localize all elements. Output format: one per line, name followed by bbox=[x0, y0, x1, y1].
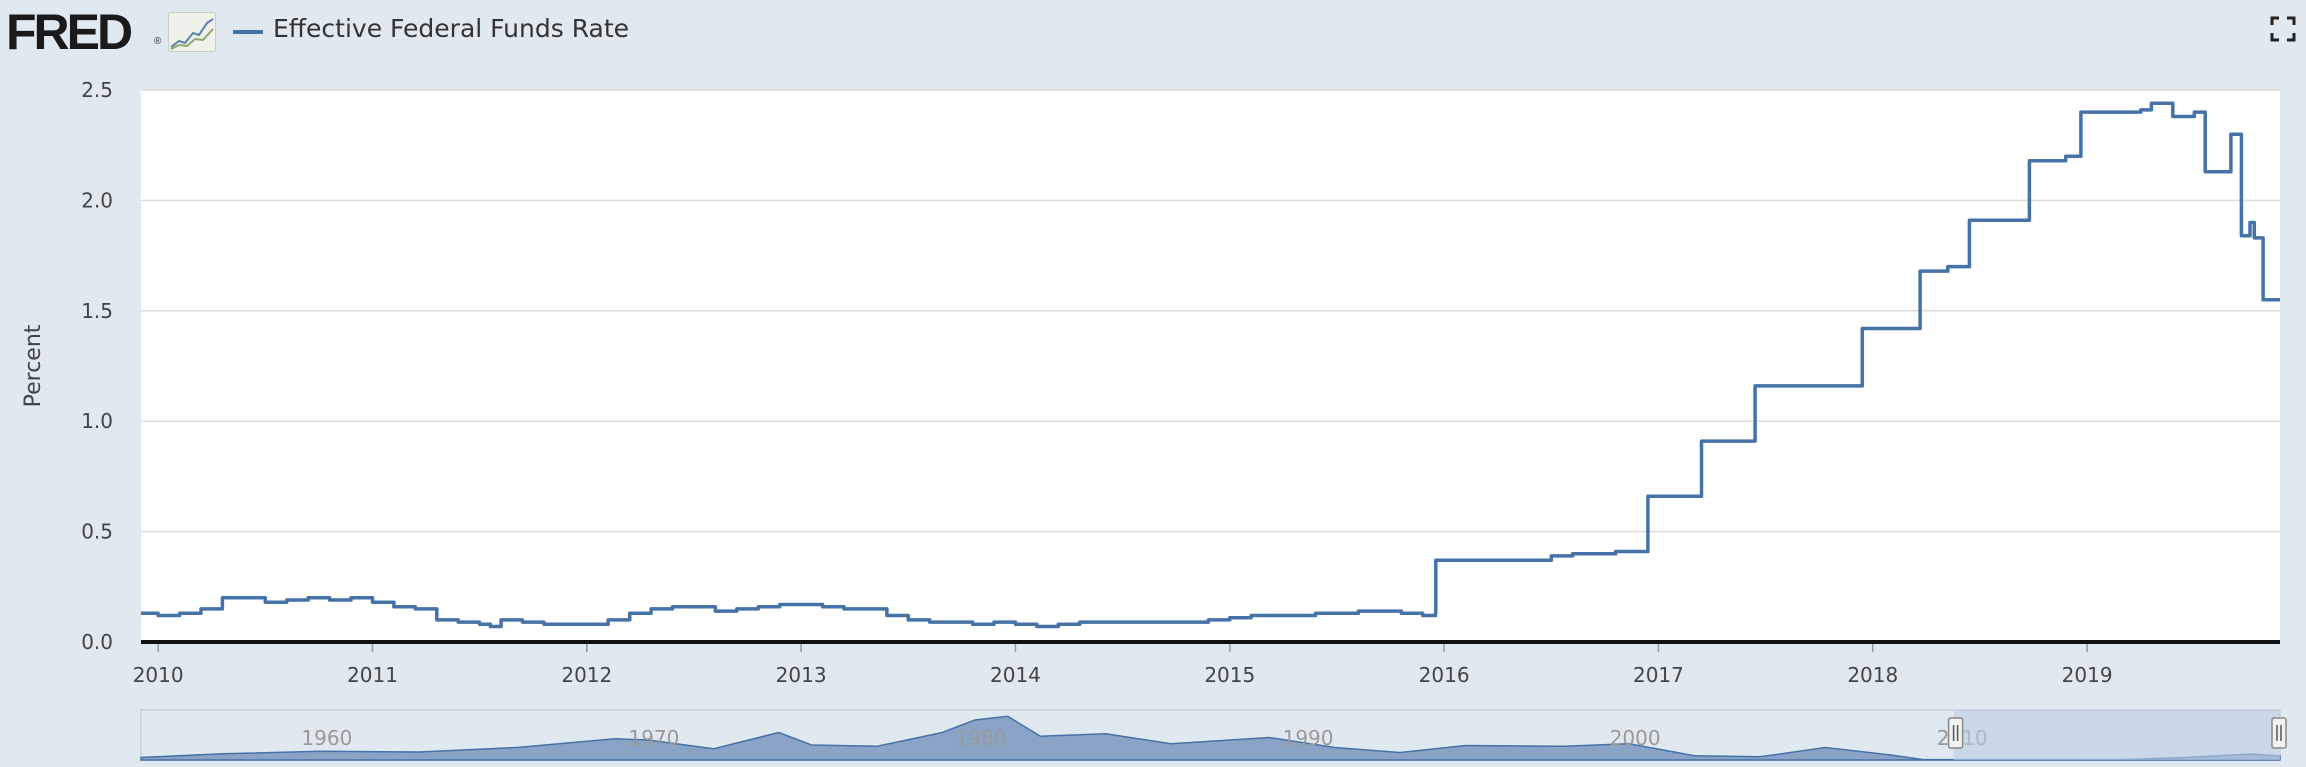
navigator-right-handle[interactable] bbox=[2271, 717, 2287, 749]
legend-item-label[interactable]: Effective Federal Funds Rate bbox=[273, 14, 630, 43]
y-tick-label: 2.5 bbox=[81, 78, 113, 102]
navigator-selected-range[interactable] bbox=[1953, 710, 2280, 760]
y-axis-title: Percent bbox=[21, 324, 46, 407]
x-tick-label: 2010 bbox=[133, 663, 184, 687]
navigator-handle-grip[interactable] bbox=[1947, 717, 1964, 749]
x-tick-label: 2011 bbox=[347, 663, 398, 687]
navigator-decade-label: 1980 bbox=[956, 726, 1007, 750]
navigator-decade-label: 1970 bbox=[628, 726, 679, 750]
y-tick-label: 1.0 bbox=[81, 409, 113, 433]
gridlines bbox=[141, 89, 2280, 533]
logo-graph-icon bbox=[168, 12, 216, 52]
x-tick-label: 2018 bbox=[1847, 663, 1898, 687]
y-tick-label: 0.5 bbox=[81, 520, 113, 544]
x-tick-label: 2013 bbox=[776, 663, 827, 687]
navigator-decade-label: 1960 bbox=[301, 726, 352, 750]
y-tick-label: 0.0 bbox=[81, 630, 113, 654]
y-tick-label: 2.0 bbox=[81, 188, 113, 212]
x-tick-label: 2015 bbox=[1204, 663, 1255, 687]
navigator-decade-label: 1990 bbox=[1283, 726, 1334, 750]
navigator-handle-grip[interactable] bbox=[2271, 717, 2287, 749]
x-tick-label: 2012 bbox=[561, 663, 612, 687]
y-tick-label: 1.5 bbox=[81, 299, 113, 323]
plot-area bbox=[141, 90, 2280, 642]
fullscreen-icon[interactable] bbox=[2270, 16, 2296, 42]
navigator-decade-label: 2000 bbox=[1610, 726, 1661, 750]
chart-header: FRED ® Effective Federal Funds Rate bbox=[0, 0, 2306, 70]
logo-registered-mark: ® bbox=[154, 36, 162, 47]
x-tick-label: 2017 bbox=[1633, 663, 1684, 687]
navigator[interactable]: 196019701980199020002010 bbox=[140, 709, 2287, 761]
y-axis-tick-labels: 0.0 0.5 1.0 1.5 2.0 2.5 bbox=[81, 78, 113, 654]
x-tick-label: 2019 bbox=[2062, 663, 2113, 687]
fred-logo[interactable]: FRED bbox=[6, 4, 133, 60]
navigator-left-handle[interactable] bbox=[1947, 717, 1964, 749]
x-tick-label: 2014 bbox=[990, 663, 1041, 687]
legend-swatch bbox=[233, 30, 263, 34]
x-tick-label: 2016 bbox=[1419, 663, 1470, 687]
series-line-effective-federal-funds-rate[interactable] bbox=[141, 101, 2280, 629]
x-axis-tick-labels: 2010 2011 2012 2013 2014 2015 2016 2017 2018 2019 bbox=[133, 642, 2113, 687]
logo-graph-icon-svg bbox=[170, 18, 214, 50]
